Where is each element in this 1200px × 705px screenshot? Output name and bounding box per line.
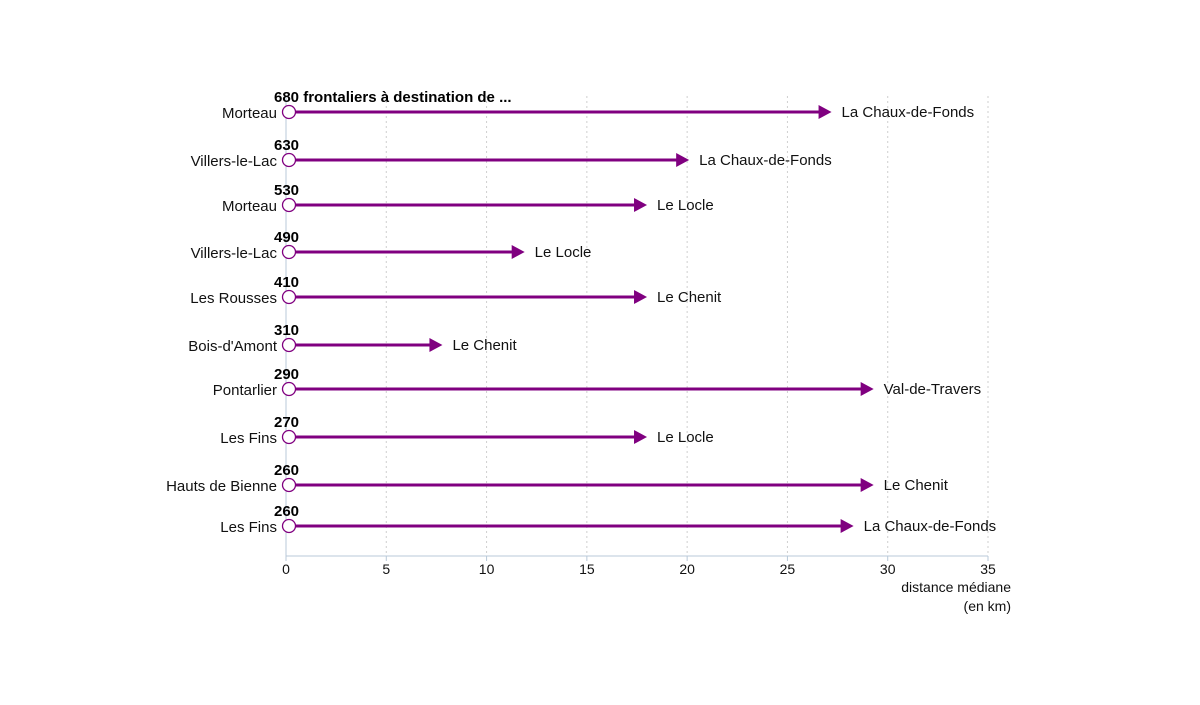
- arrow-head: [676, 153, 690, 167]
- origin-label: Morteau: [222, 105, 277, 122]
- x-tick-label: 5: [382, 561, 390, 577]
- destination-label: La Chaux-de-Fonds: [842, 104, 975, 121]
- origin-label: Morteau: [222, 198, 277, 215]
- origin-label: Villers-le-Lac: [191, 153, 278, 170]
- origin-marker: [281, 477, 297, 493]
- destination-label: La Chaux-de-Fonds: [864, 518, 997, 535]
- destination-label: Le Chenit: [884, 477, 949, 494]
- count-label: 310: [274, 322, 299, 339]
- destination-label: Le Locle: [535, 244, 592, 261]
- origin-label: Les Fins: [220, 519, 277, 536]
- x-axis-title-line-2: (en km): [964, 598, 1011, 614]
- count-label: 630: [274, 137, 299, 154]
- origin-label: Hauts de Bienne: [166, 478, 277, 495]
- x-tick-label: 30: [880, 561, 896, 577]
- origin-marker: [281, 429, 297, 445]
- count-label: 260: [274, 462, 299, 479]
- count-label: 260: [274, 503, 299, 520]
- x-tick-label: 25: [780, 561, 796, 577]
- arrow-head: [840, 519, 854, 533]
- count-label: 680 frontaliers à destination de ...: [274, 89, 512, 106]
- origin-marker: [281, 244, 297, 260]
- origin-label: Les Rousses: [190, 290, 277, 307]
- destination-label: Le Locle: [657, 197, 714, 214]
- destination-label: Le Chenit: [452, 337, 517, 354]
- destination-label: Val-de-Travers: [884, 381, 982, 398]
- count-label: 530: [274, 182, 299, 199]
- count-label: 410: [274, 274, 299, 291]
- destination-label: Le Locle: [657, 429, 714, 446]
- count-label: 290: [274, 366, 299, 383]
- origin-marker: [281, 152, 297, 168]
- origin-label: Les Fins: [220, 430, 277, 447]
- origin-label: Pontarlier: [213, 382, 277, 399]
- arrow-head: [818, 105, 832, 119]
- destination-label: La Chaux-de-Fonds: [699, 152, 832, 169]
- origin-marker: [281, 197, 297, 213]
- arrow-head: [511, 245, 525, 259]
- x-tick-label: 15: [579, 561, 595, 577]
- origin-label: Bois-d'Amont: [188, 338, 278, 355]
- arrow-head: [634, 290, 648, 304]
- x-tick-label: 0: [282, 561, 290, 577]
- origin-marker: [281, 289, 297, 305]
- x-tick-label: 10: [479, 561, 495, 577]
- origin-marker: [281, 337, 297, 353]
- arrow-head: [429, 338, 443, 352]
- x-tick-label: 35: [980, 561, 996, 577]
- arrow-head: [860, 382, 874, 396]
- grid-layer: [385, 96, 989, 556]
- arrow-head: [860, 478, 874, 492]
- arrow-head: [634, 198, 648, 212]
- origin-marker: [281, 518, 297, 534]
- origin-marker: [281, 381, 297, 397]
- arrow-head: [634, 430, 648, 444]
- origin-label: Villers-le-Lac: [191, 245, 278, 262]
- count-label: 490: [274, 229, 299, 246]
- count-label: 270: [274, 414, 299, 431]
- destination-label: Le Chenit: [657, 289, 722, 306]
- x-axis: 0 5 10 15 20 25 30 35: [282, 96, 996, 577]
- x-axis-title-line-1: distance médiane: [901, 579, 1011, 595]
- x-tick-label: 20: [679, 561, 695, 577]
- origin-marker: [281, 104, 297, 120]
